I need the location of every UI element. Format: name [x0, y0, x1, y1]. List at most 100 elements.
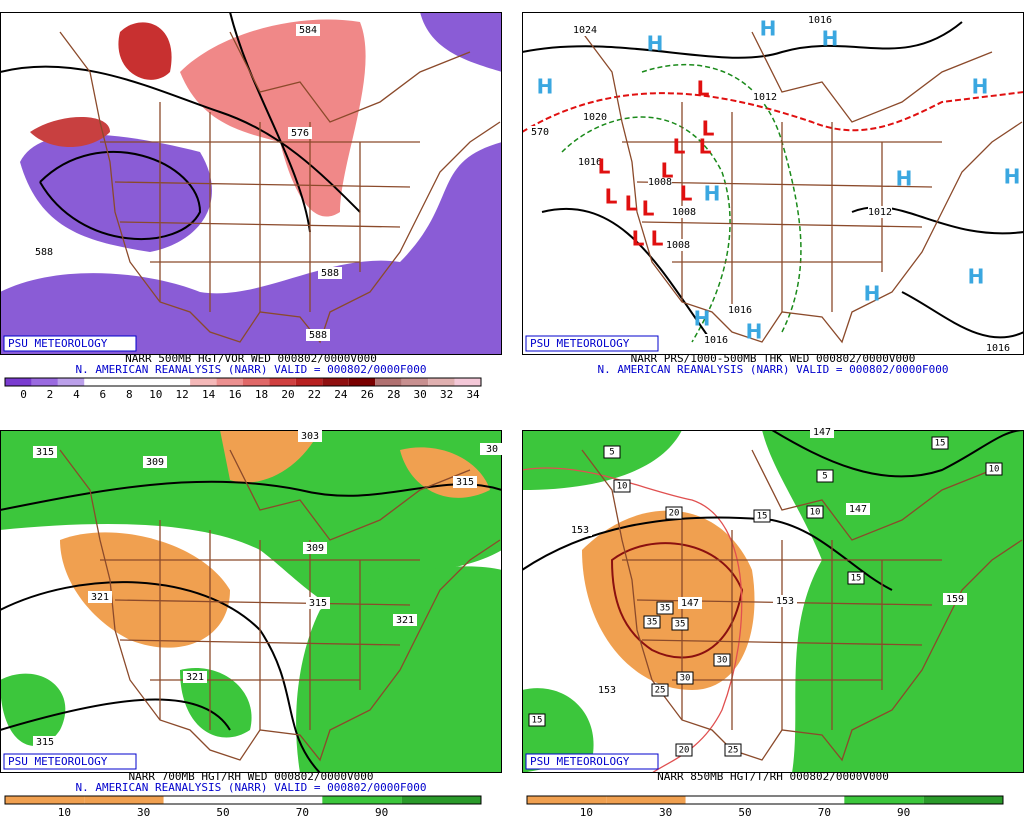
colorbar-cell — [322, 796, 402, 804]
colorbar-cell — [295, 378, 323, 386]
colorbar-label: 26 — [361, 388, 374, 401]
map-850mb — [522, 430, 1024, 773]
contour-label: 321 — [91, 592, 109, 603]
boxed-label: 25 — [655, 686, 666, 696]
contour-label: 153 — [571, 525, 589, 536]
label-box — [613, 479, 631, 493]
label-bg — [303, 542, 327, 554]
map-frame — [0, 12, 502, 355]
label-bg — [943, 593, 967, 605]
pressure-center: L — [651, 227, 664, 251]
pressure-center: H — [537, 75, 554, 99]
label-bg — [183, 671, 207, 683]
colorbar-label: 30 — [137, 806, 150, 819]
colorbar-label: 0 — [20, 388, 27, 401]
contour-label: 30 — [486, 444, 498, 455]
colorbar-frame — [526, 795, 1004, 805]
pressure-center: L — [702, 117, 715, 141]
colorbar-cell — [243, 378, 270, 386]
colorbar-cell — [269, 378, 296, 386]
colorbar-label: 20 — [281, 388, 294, 401]
contour-label: 1020 — [583, 112, 607, 123]
colorbar-label: 10 — [58, 806, 71, 819]
label-bg — [318, 267, 342, 279]
contour-label: 1016 — [986, 343, 1010, 354]
colorbar-cell — [163, 796, 243, 804]
pressure-center: H — [864, 282, 881, 306]
label-box — [713, 653, 731, 667]
logo: PSU METEOROLOGY — [530, 337, 630, 350]
label-box — [985, 462, 1003, 476]
label-bg — [296, 24, 320, 36]
label-bg — [704, 334, 728, 346]
label-bg — [480, 443, 504, 455]
boxed-label: 10 — [617, 482, 628, 492]
contour-label: 147 — [813, 427, 831, 438]
label-bg — [568, 524, 592, 536]
colorbar-cell — [5, 796, 85, 804]
colorbar-cell — [84, 378, 111, 386]
pressure-center: H — [968, 265, 985, 289]
colorbar-label: 8 — [126, 388, 133, 401]
colorbar-label: 14 — [202, 388, 216, 401]
colorbar-cell — [765, 796, 845, 804]
colorbar-label: 4 — [73, 388, 80, 401]
logo-box — [3, 335, 137, 352]
colorbar-cell — [428, 378, 455, 386]
pressure-center: L — [642, 197, 655, 221]
colorbar-frame — [4, 795, 482, 805]
contour-label: 1012 — [753, 92, 777, 103]
logo: PSU METEOROLOGY — [530, 755, 630, 768]
subtitle: N. AMERICAN REANALYSIS (NARR) VALID = 00… — [598, 363, 949, 376]
contour-label: 309 — [146, 457, 164, 468]
boxed-label: 10 — [989, 465, 1000, 475]
map-frame — [0, 430, 502, 773]
contour-label: 1016 — [578, 157, 602, 168]
label-bg — [846, 503, 870, 515]
contour-label: 588 — [35, 247, 53, 258]
pressure-center: H — [1004, 165, 1021, 189]
label-bg — [753, 91, 777, 103]
map-500mb — [0, 12, 502, 355]
contour-label: 584 — [299, 25, 317, 36]
subtitle: N. AMERICAN REANALYSIS (NARR) VALID = 00… — [76, 781, 427, 794]
label-box — [528, 713, 546, 727]
boxed-label: 35 — [660, 604, 671, 614]
pressure-center: H — [896, 167, 913, 191]
colorbar-frame — [4, 377, 482, 387]
contour-label: 1012 — [868, 207, 892, 218]
boxed-label: 20 — [679, 746, 690, 756]
label-bg — [728, 304, 752, 316]
caption: NARR PRS/1000-500MB THK WED 000802/0000V… — [631, 352, 916, 365]
colorbar-label: 70 — [296, 806, 309, 819]
boxed-label: 35 — [647, 618, 658, 628]
label-box — [656, 601, 674, 615]
colorbar-label: 10 — [149, 388, 162, 401]
colorbar-cell — [190, 378, 217, 386]
label-box — [847, 571, 865, 585]
label-box — [675, 743, 693, 757]
colorbar-cell — [137, 378, 164, 386]
label-bg — [868, 206, 892, 218]
pressure-center: H — [746, 320, 763, 344]
contour-label: 1016 — [704, 335, 728, 346]
map-thickness — [522, 12, 1024, 355]
contour-label: 1016 — [728, 305, 752, 316]
colorbar-cell — [5, 378, 32, 386]
contour-label: 588 — [309, 330, 327, 341]
map-700mb — [0, 430, 502, 773]
boxed-label: 30 — [680, 674, 691, 684]
label-bg — [678, 597, 702, 609]
pressure-center: L — [605, 185, 618, 209]
label-box — [603, 445, 621, 459]
colorbar-cell — [57, 378, 85, 386]
label-bg — [32, 246, 56, 258]
boxed-label: 15 — [757, 512, 768, 522]
colorbar-label: 6 — [100, 388, 107, 401]
boxed-label: 5 — [609, 448, 614, 458]
label-bg — [810, 426, 834, 438]
contour-label: 576 — [291, 128, 309, 139]
label-bg — [143, 456, 167, 468]
colorbar-cell — [216, 378, 243, 386]
label-bg — [773, 595, 797, 607]
